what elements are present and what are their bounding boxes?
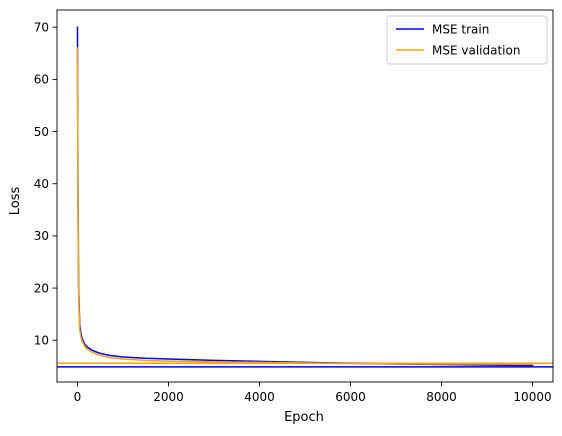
- y-axis-label: Loss: [8, 187, 23, 216]
- series-line-2: [76, 47, 534, 366]
- y-tick-label-2: 20: [34, 281, 49, 295]
- x-axis-label: Epoch: [284, 410, 324, 425]
- y-tick-label-6: 60: [34, 73, 49, 87]
- legend-label-2: MSE validation: [432, 43, 520, 57]
- legend-label-1: MSE train: [432, 22, 489, 36]
- y-tick-label-1: 10: [34, 334, 49, 348]
- plot-frame: [56, 9, 554, 383]
- legend-box: [386, 15, 548, 65]
- y-tick-label-5: 50: [34, 125, 49, 139]
- x-tick-label-2: 2000: [153, 390, 184, 404]
- y-tick-label-4: 40: [34, 177, 49, 191]
- y-tick-label-3: 30: [34, 229, 49, 243]
- chart-legend: MSE train MSE validation: [386, 15, 548, 65]
- x-tick-label-3: 4000: [244, 390, 275, 404]
- y-tick-label-7: 70: [34, 21, 49, 35]
- x-tick-label-6: 10000: [513, 390, 551, 404]
- x-tick-label-1: 0: [74, 390, 82, 404]
- x-tick-label-5: 8000: [426, 390, 457, 404]
- x-tick-label-4: 6000: [335, 390, 366, 404]
- plot-area: [57, 26, 553, 368]
